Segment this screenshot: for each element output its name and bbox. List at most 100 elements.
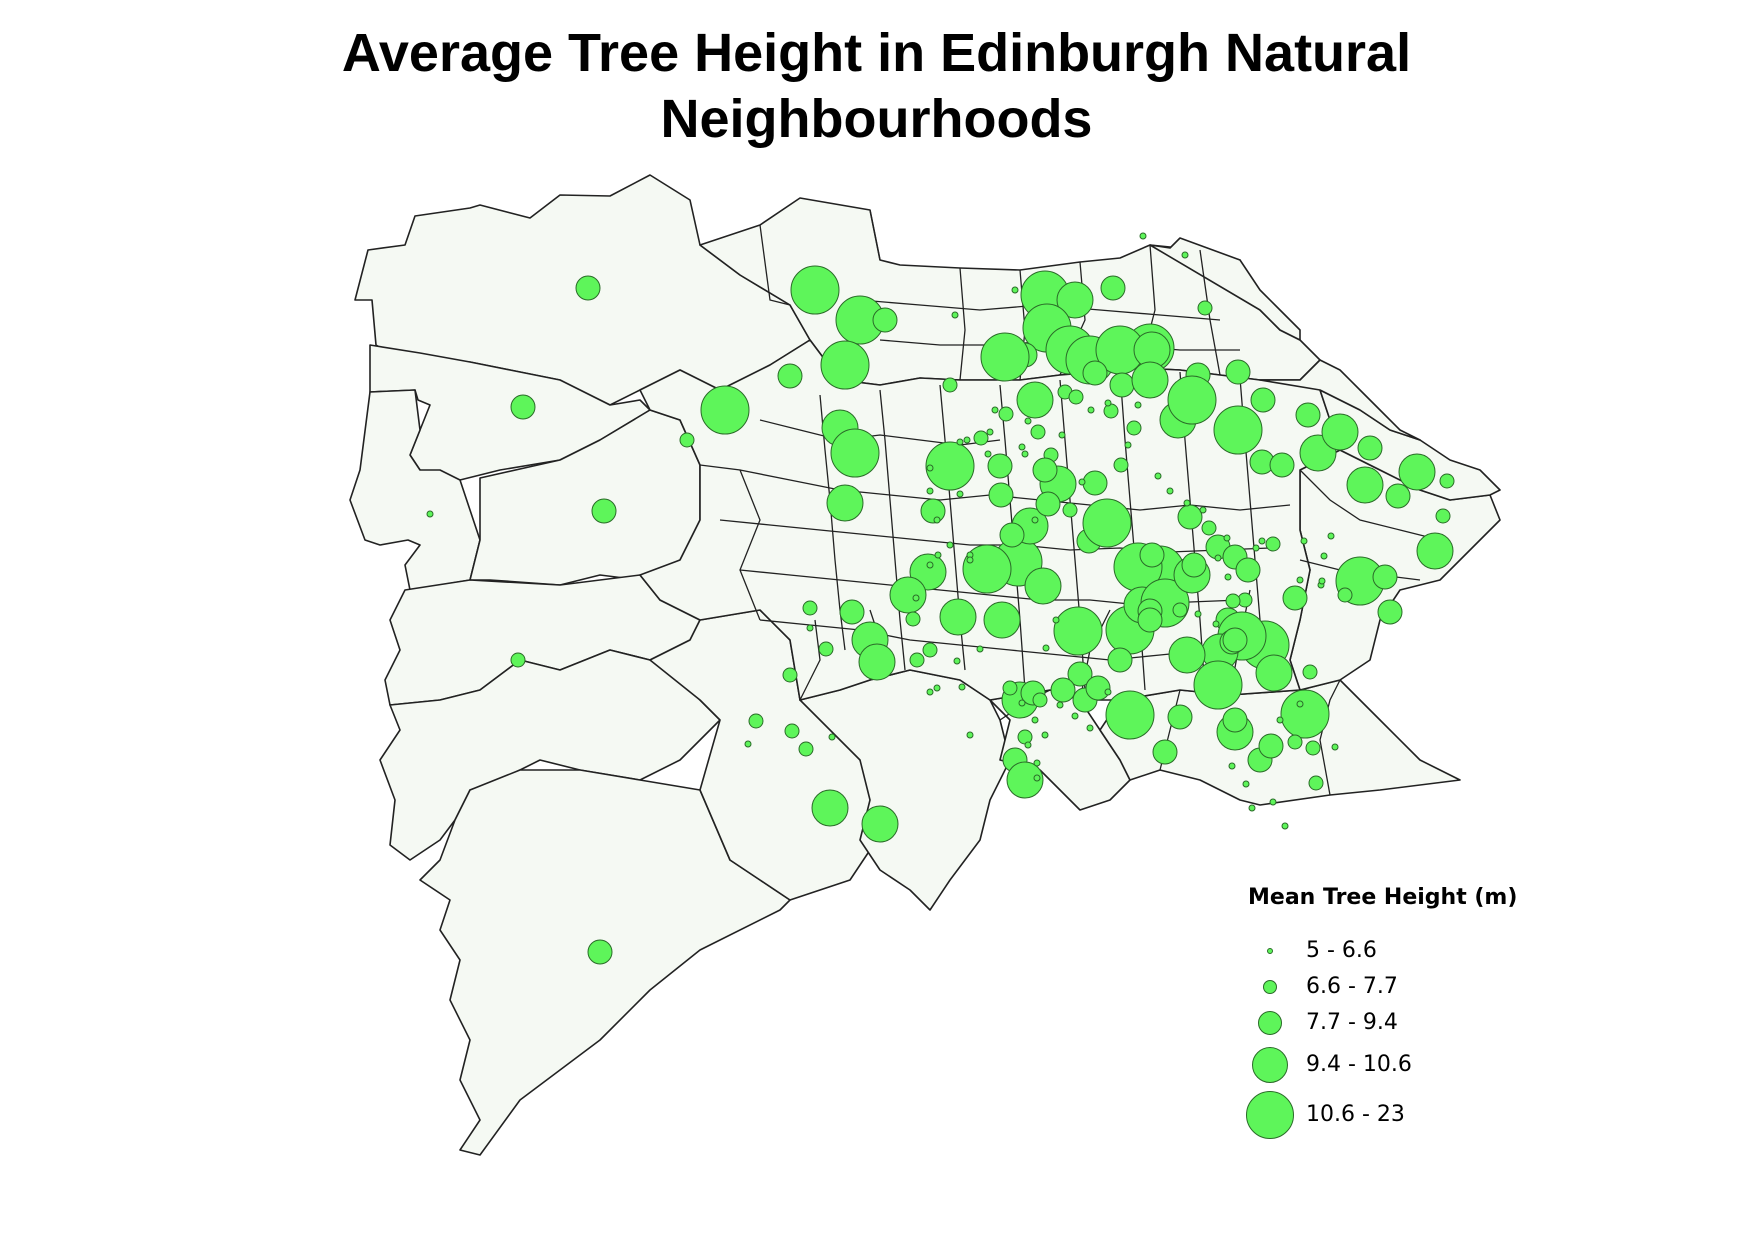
tree-height-symbol <box>1269 798 1277 806</box>
tree-height-symbol <box>679 432 695 448</box>
tree-height-symbol <box>1385 483 1411 509</box>
tree-height-symbol <box>926 688 934 696</box>
legend-symbol-3 <box>1258 1011 1282 1035</box>
tree-height-symbol <box>1139 232 1147 240</box>
neighbourhood-region <box>1149 237 1301 341</box>
tree-height-symbol <box>1058 431 1066 439</box>
tree-height-symbol <box>1152 739 1178 765</box>
tree-height-symbol <box>1024 741 1032 749</box>
tree-height-symbol <box>872 307 898 333</box>
legend-label-4: 9.4 - 10.6 <box>1306 1052 1412 1077</box>
tree-height-symbol <box>1016 381 1054 419</box>
tree-height-symbol <box>1258 537 1266 545</box>
tree-height-symbol <box>1107 647 1133 673</box>
tree-height-symbol <box>1071 712 1079 720</box>
tree-height-symbol <box>976 645 984 653</box>
legend-item-4: 9.4 - 10.6 <box>1248 1047 1548 1091</box>
tree-height-symbol <box>1214 554 1222 562</box>
tree-height-symbol <box>1308 775 1324 791</box>
tree-height-symbol <box>510 652 526 668</box>
tree-height-symbol <box>1235 557 1261 583</box>
tree-height-symbol <box>963 436 971 444</box>
neighbourhood-boundary-line <box>759 224 791 306</box>
tree-height-symbol <box>1258 733 1284 759</box>
tree-height-symbol <box>1224 573 1232 581</box>
tree-height-symbol <box>830 428 880 478</box>
map-title: Average Tree Height in Edinburgh Natural… <box>0 20 1753 152</box>
legend-symbol-1 <box>1267 948 1273 954</box>
tree-height-symbol <box>1331 743 1339 751</box>
legend-symbol-5 <box>1246 1091 1294 1139</box>
tree-height-symbol <box>1172 602 1188 618</box>
tree-height-symbol <box>777 363 803 389</box>
tree-height-symbol <box>909 652 925 668</box>
legend-item-3: 7.7 - 9.4 <box>1248 1009 1548 1049</box>
tree-height-symbol <box>933 684 941 692</box>
tree-height-symbol <box>983 601 1021 639</box>
tree-height-symbol <box>1085 675 1111 701</box>
tree-height-symbol <box>587 939 613 965</box>
tree-height-symbol <box>1017 729 1033 745</box>
tree-height-symbol <box>1296 576 1304 584</box>
tree-height-symbol <box>1154 472 1162 480</box>
tree-height-symbol <box>1033 774 1041 782</box>
tree-height-symbol <box>962 544 1012 594</box>
tree-height-symbol <box>920 498 946 524</box>
tree-height-symbol <box>575 275 601 301</box>
tree-height-symbol <box>1295 402 1321 428</box>
tree-height-symbol <box>826 484 864 522</box>
tree-height-symbol <box>1320 552 1328 560</box>
tree-height-symbol <box>1252 544 1260 552</box>
tree-height-symbol <box>1031 716 1039 724</box>
tree-height-symbol <box>1033 759 1041 767</box>
tree-height-symbol <box>1006 761 1044 799</box>
tree-height-symbol <box>839 599 865 625</box>
tree-height-symbol <box>1109 372 1135 398</box>
tree-height-symbol <box>939 598 977 636</box>
tree-height-symbol <box>1318 577 1326 585</box>
tree-height-symbol <box>1166 487 1174 495</box>
legend-label-2: 6.6 - 7.7 <box>1306 974 1398 999</box>
tree-height-symbol <box>1181 251 1189 259</box>
tree-height-symbol <box>1103 403 1119 419</box>
tree-height-symbol <box>1082 498 1132 548</box>
tree-height-symbol <box>1167 704 1193 730</box>
tree-height-symbol <box>987 453 1013 479</box>
tree-height-symbol <box>1282 585 1308 611</box>
tree-height-symbol <box>1024 417 1032 425</box>
tree-height-symbol <box>1032 692 1048 708</box>
neighbourhood-boundary-line <box>959 267 966 381</box>
tree-height-symbol <box>820 340 870 390</box>
legend-label-3: 7.7 - 9.4 <box>1306 1010 1398 1035</box>
tree-height-symbol <box>1050 677 1076 703</box>
tree-height-symbol <box>912 594 920 602</box>
tree-height-symbol <box>1086 724 1094 732</box>
tree-height-symbol <box>1265 536 1281 552</box>
tree-height-symbol <box>1041 731 1049 739</box>
tree-height-symbol <box>1212 620 1220 628</box>
tree-height-symbol <box>1056 701 1064 709</box>
tree-height-symbol <box>966 556 974 564</box>
tree-height-symbol <box>1201 520 1217 536</box>
tree-height-symbol <box>998 406 1014 422</box>
tree-height-symbol <box>1269 452 1295 478</box>
tree-height-symbol <box>1168 636 1206 674</box>
tree-height-symbol <box>1435 508 1451 524</box>
tree-height-symbol <box>1126 420 1142 436</box>
tree-height-symbol <box>1021 450 1029 458</box>
tree-height-symbol <box>1052 616 1060 624</box>
tree-height-symbol <box>748 713 764 729</box>
tree-height-symbol <box>1031 516 1039 524</box>
tree-height-symbol <box>1011 286 1019 294</box>
tree-height-symbol <box>946 541 954 549</box>
tree-height-symbol <box>1199 506 1207 514</box>
tree-height-symbol <box>1398 453 1436 491</box>
neighbourhood-boundary-line <box>799 619 821 701</box>
tree-height-symbol <box>942 377 958 393</box>
tree-height-symbol <box>1321 413 1359 451</box>
tree-height-symbol <box>922 642 938 658</box>
tree-height-symbol <box>934 551 942 559</box>
tree-height-symbol <box>858 643 896 681</box>
tree-height-symbol <box>1105 690 1155 740</box>
neighbourhood-boundary-line <box>739 469 1291 511</box>
